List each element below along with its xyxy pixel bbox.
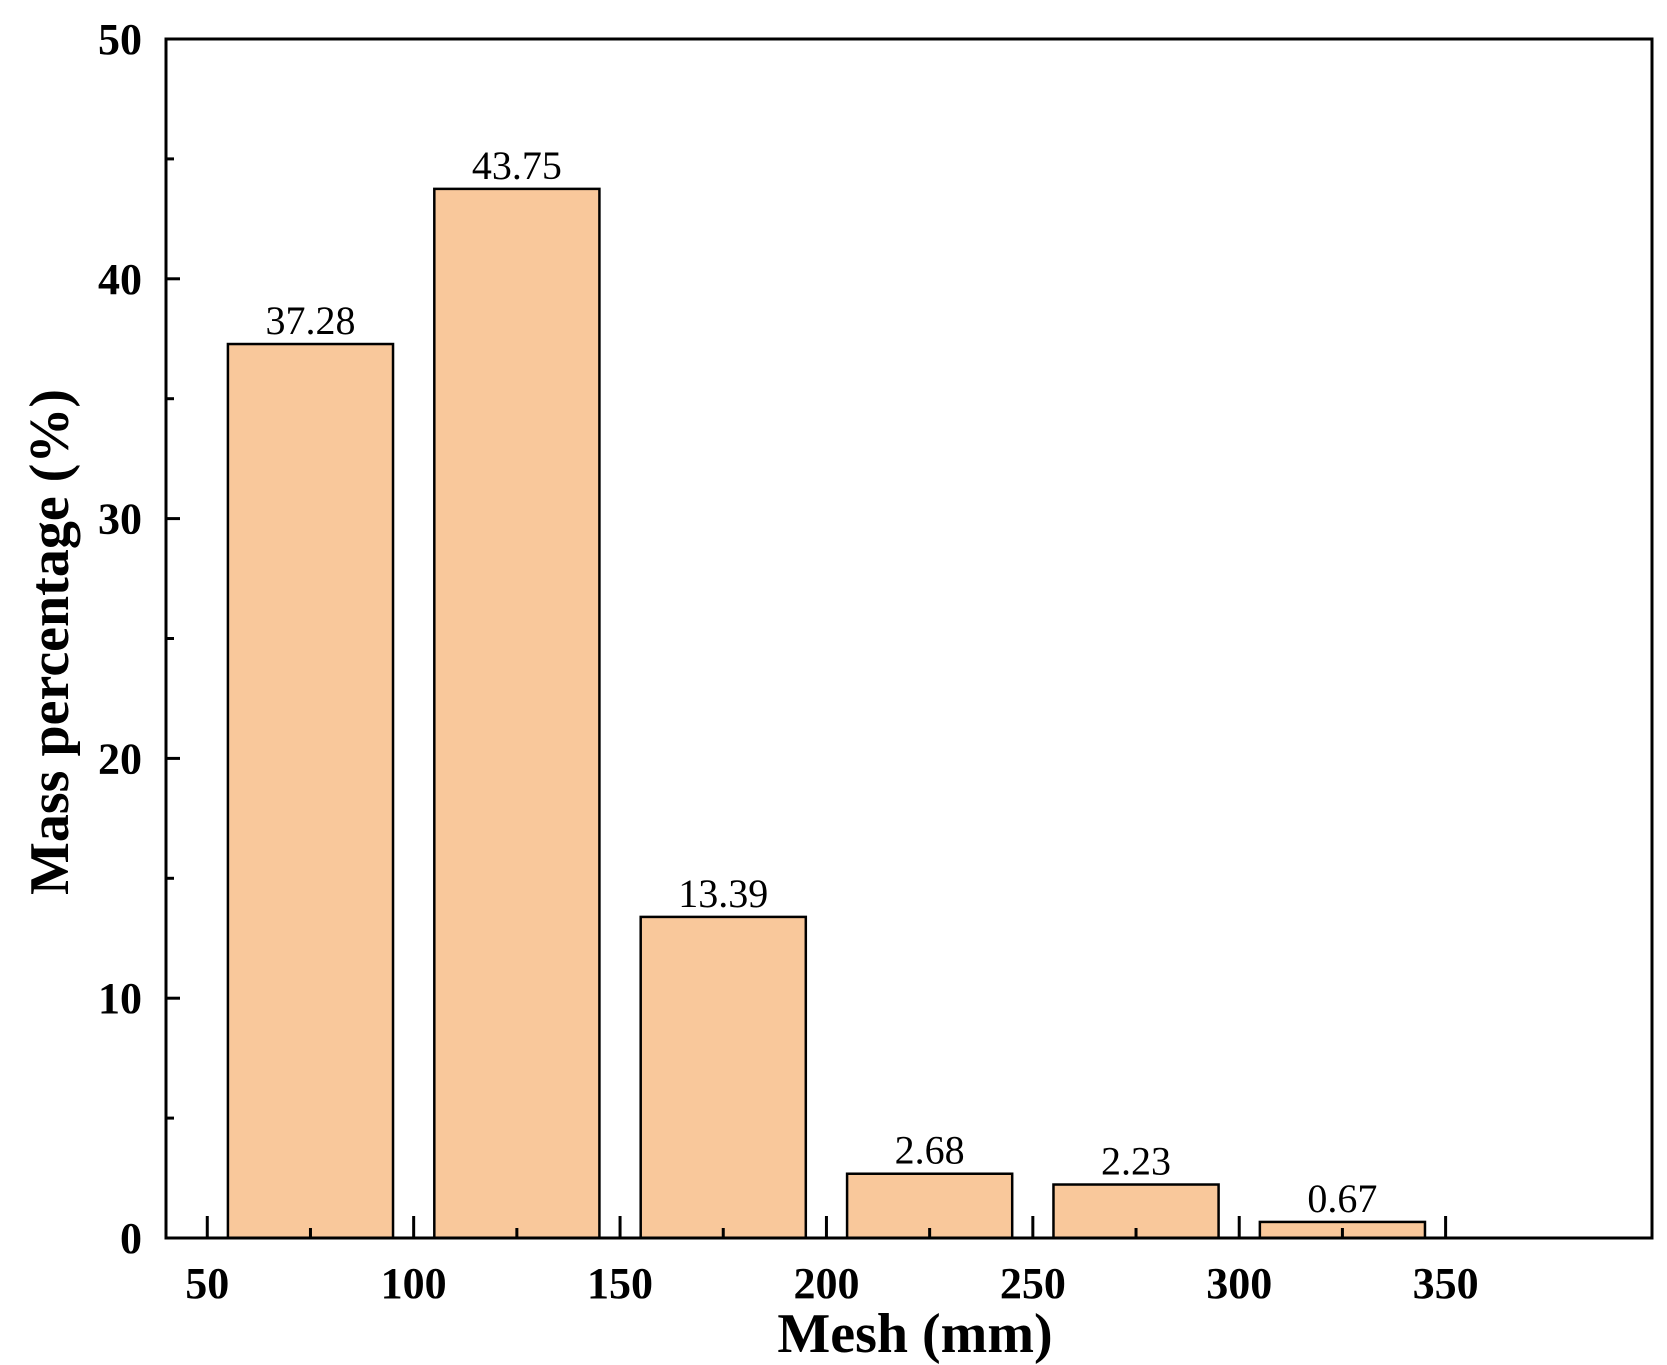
bar-3 — [639, 915, 808, 1240]
bar-1 — [226, 342, 395, 1240]
bar-4 — [845, 1172, 1014, 1240]
x-tick-label: 150 — [587, 1259, 653, 1308]
axes-layer — [164, 37, 1654, 1240]
y-tick-label: 10 — [98, 974, 142, 1023]
x-tick-label: 250 — [1000, 1259, 1066, 1308]
labels-layer: 37.28 43.75 13.39 2.68 2.23 0.67 0 10 20 30 40 50 50… — [98, 15, 1479, 1308]
x-tick-label: 100 — [381, 1259, 447, 1308]
bars-layer — [226, 187, 1427, 1240]
y-axis-title: Mass percentage (%) — [19, 389, 81, 895]
bar-value-label-5: 2.23 — [1101, 1139, 1171, 1184]
x-axis-title: Mesh (mm) — [777, 1303, 1052, 1365]
y-tick-label: 50 — [98, 15, 142, 64]
y-tick-label: 30 — [98, 495, 142, 544]
bar-value-label-6: 0.67 — [1307, 1176, 1377, 1221]
bar-2 — [433, 187, 601, 1240]
x-tick-label: 200 — [793, 1259, 859, 1308]
bar-value-label-2: 43.75 — [472, 143, 562, 188]
y-tick-label: 20 — [98, 734, 142, 783]
x-tick-label: 50 — [185, 1259, 229, 1308]
x-tick-label: 350 — [1413, 1259, 1479, 1308]
bar-value-label-1: 37.28 — [265, 298, 355, 343]
bar-value-label-4: 2.68 — [895, 1128, 965, 1173]
y-tick-label: 40 — [98, 255, 142, 304]
y-tick-label: 0 — [120, 1214, 142, 1263]
x-tick-label: 300 — [1206, 1259, 1272, 1308]
bar-value-label-3: 13.39 — [678, 871, 768, 916]
